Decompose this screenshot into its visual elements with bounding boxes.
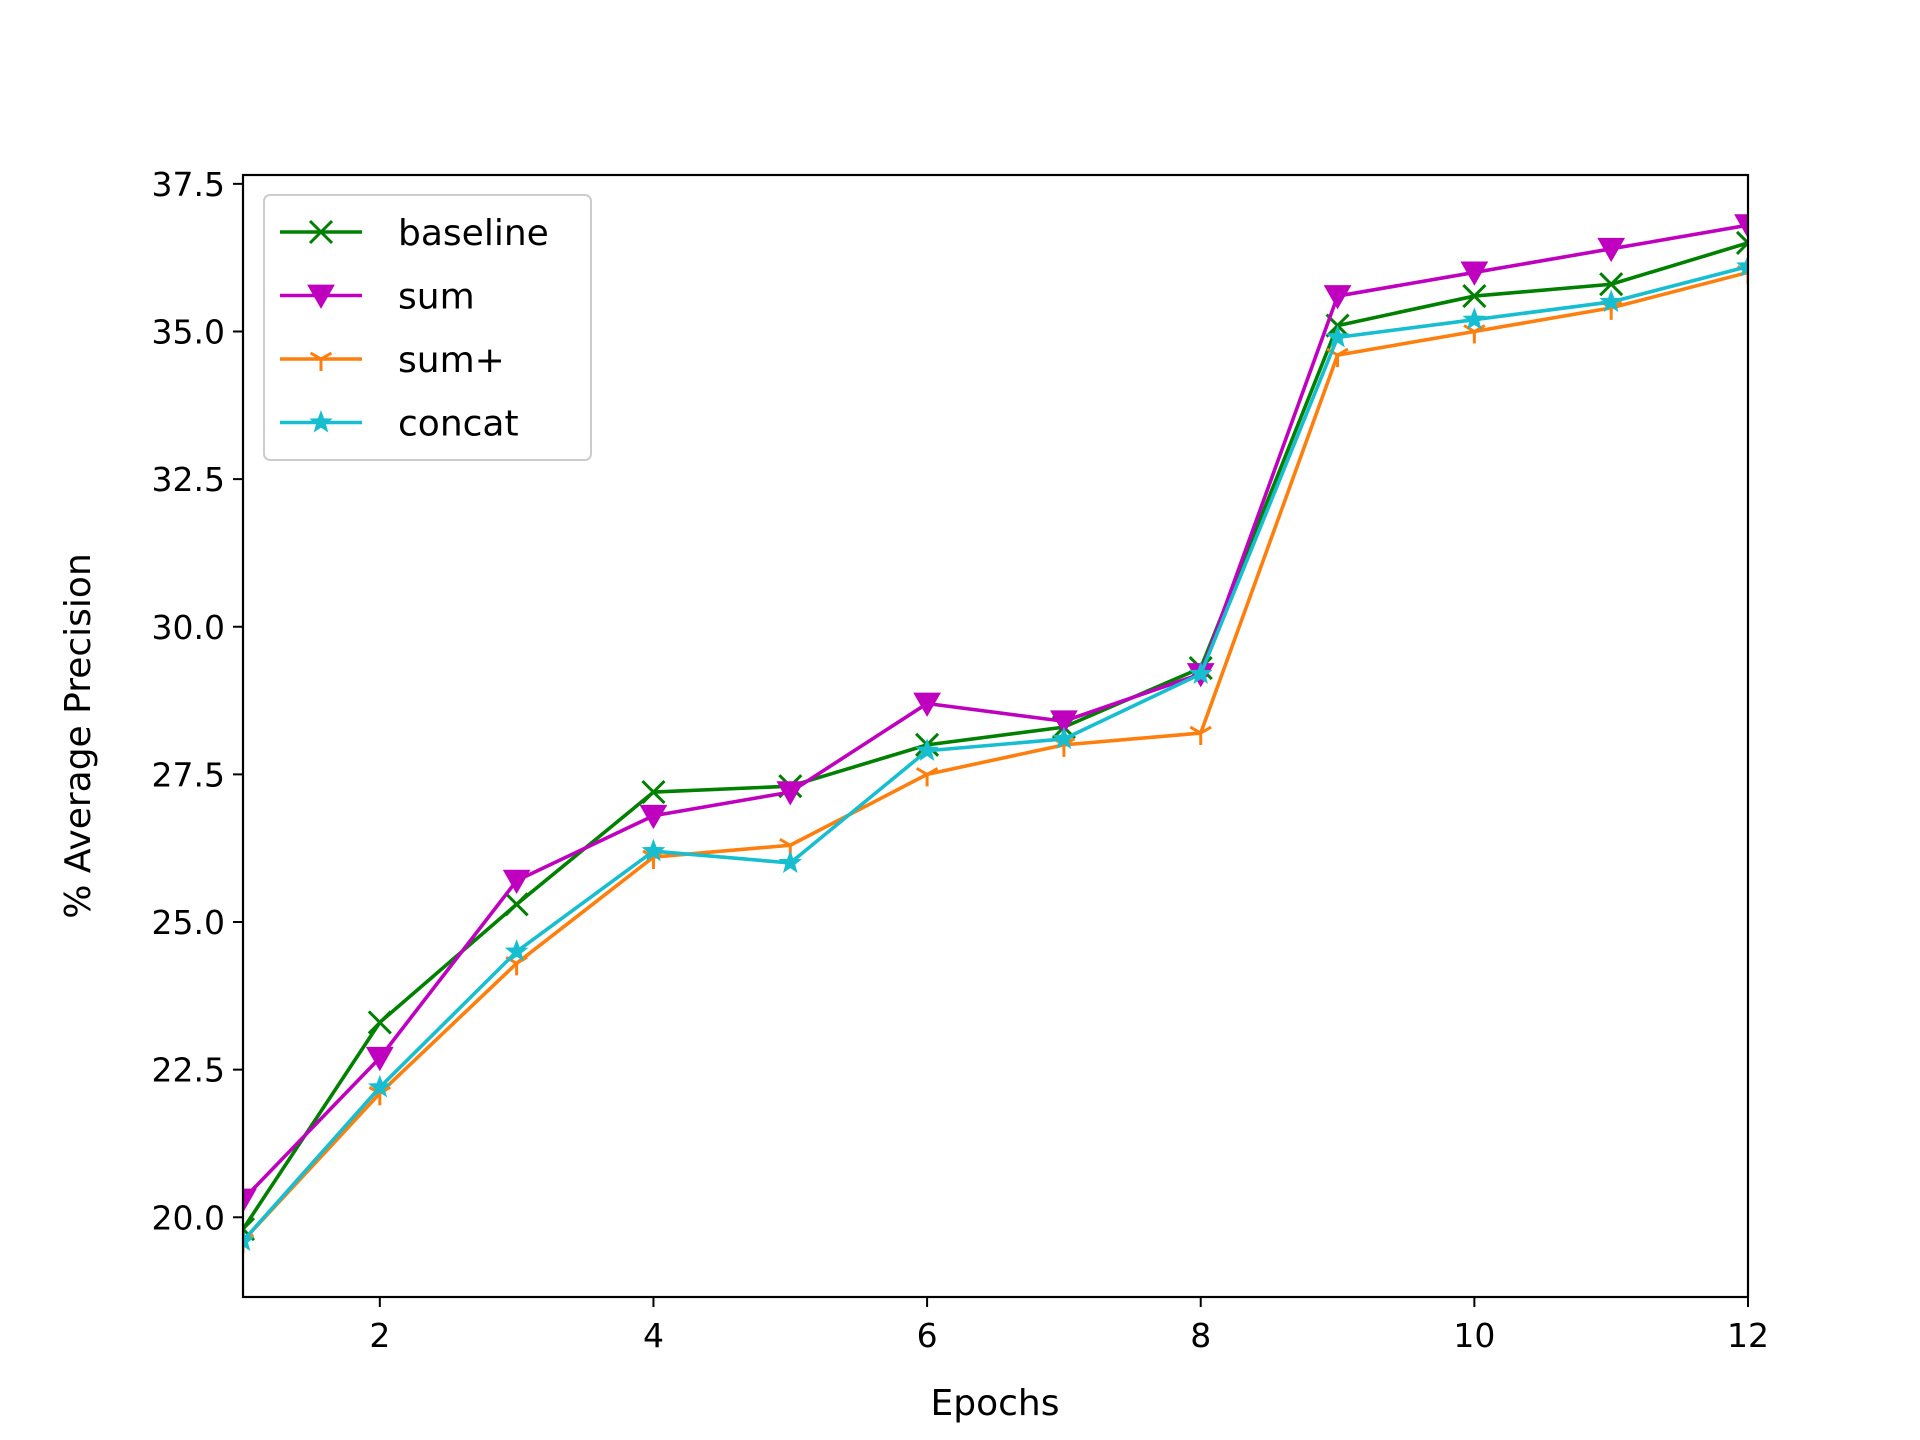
legend-marker [307,284,335,309]
data-point [1462,283,1487,309]
data-point [1599,289,1624,313]
legend-marker [309,351,333,371]
y-tick-label: 27.5 [152,755,225,794]
y-tick-label: 30.0 [152,608,225,647]
data-point [1050,710,1078,735]
series-sum [243,214,1748,1213]
legend-label: sum [398,277,475,318]
data-point [915,767,939,787]
series-line [243,241,1748,1231]
data-point [1735,230,1748,255]
y-axis-label: % Average Precision [58,553,99,919]
data-point [502,869,531,895]
legend-item-sum-plus: sum+ [280,340,505,381]
series-line [243,264,1748,1243]
data-point [243,1188,257,1213]
data-point [243,1228,255,1251]
data-point [776,781,805,806]
series-line [243,223,1748,1201]
data-point [504,892,529,917]
legend-items: baseline sum sum+ concat [280,213,549,445]
legend-item-concat: concat [280,404,519,445]
series-layer [243,214,1748,1253]
legend-label: sum+ [398,340,505,381]
data-point [1189,725,1212,746]
data-point [641,780,666,805]
x-tick-label: 12 [1727,1316,1769,1355]
y-tick-label: 25.0 [152,903,225,942]
data-point [639,804,668,830]
y-tick-label: 22.5 [152,1051,225,1090]
legend-frame [263,194,592,461]
legend-item-baseline: baseline [280,213,549,254]
x-axis-label: Epochs [931,1383,1060,1424]
data-point [778,850,803,874]
series-line [243,270,1748,1243]
data-point [1460,261,1489,286]
x-tick-label: 10 [1453,1316,1495,1355]
plot-frame [241,173,1750,1299]
data-point [504,939,529,962]
data-point [1597,237,1626,263]
legend: baseline sum sum+ concat [263,194,592,461]
data-point [913,692,941,717]
data-point [365,1046,394,1072]
data-point [367,1074,392,1098]
data-point [1734,214,1748,239]
ticks-layer: 2 4 6 8 10 12 20.0 22.5 25.0 27.5 30.0 32.5 35.0 37.5 [152,165,1769,1355]
y-tick-label: 37.5 [152,165,225,204]
legend-item-sum: sum [280,277,475,318]
data-point [1736,254,1748,277]
legend-label: baseline [398,213,549,254]
data-point [1188,661,1213,685]
x-tick-label: 4 [643,1316,664,1355]
y-tick-label: 20.0 [152,1198,225,1237]
data-point [367,1010,392,1035]
data-point [641,838,666,862]
data-point [915,738,939,761]
data-point [1323,285,1352,310]
data-point [1052,726,1076,750]
legend-marker [308,219,334,245]
data-point [1462,307,1487,330]
legend-marker [309,410,333,433]
x-tick-label: 8 [1190,1316,1211,1355]
y-tick-label: 35.0 [152,312,225,351]
data-point [1325,324,1350,348]
data-point [1599,272,1624,297]
data-point [1463,324,1486,344]
x-tick-label: 6 [917,1316,938,1355]
y-tick-label: 32.5 [152,460,225,499]
x-tick-label: 2 [369,1316,390,1355]
legend-label: concat [398,404,519,445]
series-concat [243,254,1748,1251]
